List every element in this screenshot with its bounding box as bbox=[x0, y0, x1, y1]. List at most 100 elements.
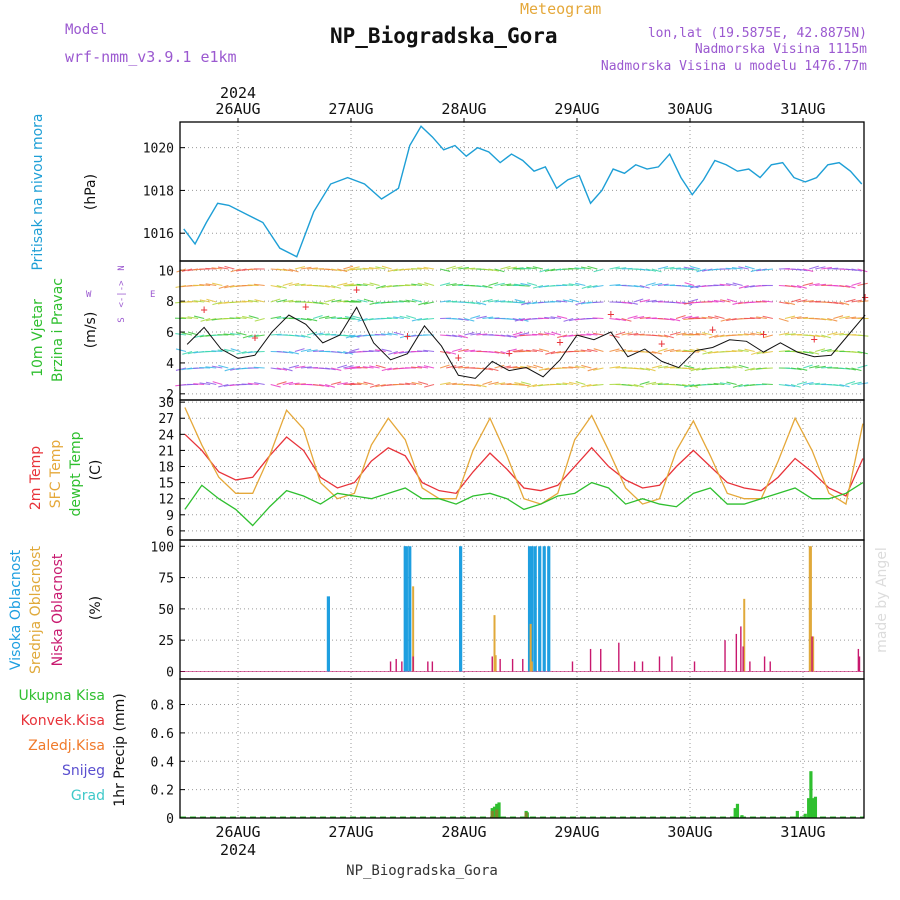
x-tick-label-bottom: 30AUG bbox=[667, 823, 712, 841]
x-tick-label-top: 27AUG bbox=[328, 100, 373, 118]
wind-barb bbox=[627, 332, 639, 336]
wind-barb bbox=[744, 348, 755, 353]
wind-barb bbox=[761, 383, 773, 386]
wind-barb bbox=[506, 348, 517, 353]
wind-barb bbox=[175, 284, 187, 288]
wind-barb bbox=[253, 334, 265, 338]
high-cloud-bar bbox=[547, 546, 551, 672]
wind-barb bbox=[253, 366, 265, 369]
wind-barb bbox=[857, 282, 868, 287]
wind-barb bbox=[726, 317, 737, 322]
wind-barb bbox=[514, 382, 525, 386]
wind-barb bbox=[199, 382, 211, 386]
wind-barb bbox=[574, 267, 586, 270]
wind-barb bbox=[288, 350, 300, 355]
wind-barb bbox=[815, 365, 826, 369]
wind-barb bbox=[380, 333, 392, 336]
high-cloud-bar bbox=[527, 546, 532, 672]
wind-barb bbox=[331, 284, 341, 289]
wind-barb bbox=[205, 283, 217, 287]
wind-barb bbox=[857, 300, 869, 303]
wind-barb bbox=[538, 367, 550, 371]
wind-barb bbox=[476, 284, 488, 288]
x-tick-label-top: 30AUG bbox=[667, 100, 712, 118]
wind-barb bbox=[714, 315, 725, 320]
wind-barb bbox=[288, 268, 299, 273]
wind-barb bbox=[276, 316, 288, 320]
wind-barb bbox=[494, 350, 505, 355]
wind-barb bbox=[803, 300, 814, 303]
wind-barb bbox=[821, 348, 832, 353]
wind-barb bbox=[532, 349, 544, 353]
total-precip-bar bbox=[811, 798, 815, 818]
wind-barb bbox=[707, 300, 719, 303]
wind-compass: N <-|-> S W E bbox=[86, 265, 155, 322]
wind-barb bbox=[575, 301, 586, 306]
wind-barb bbox=[784, 284, 796, 288]
wind-barb bbox=[580, 349, 592, 353]
low-cloud-bar bbox=[735, 633, 738, 672]
wind-barb bbox=[470, 350, 482, 353]
low-cloud-bar bbox=[693, 661, 696, 672]
wind-barb bbox=[526, 282, 538, 287]
wind-barb bbox=[587, 367, 598, 372]
wind-barb bbox=[514, 283, 525, 287]
wind-barb bbox=[470, 301, 481, 305]
wind-barb bbox=[609, 366, 621, 369]
total-precip-bar bbox=[492, 806, 497, 818]
wind-barb bbox=[538, 333, 550, 336]
wind-barb bbox=[417, 267, 429, 270]
wind-barb bbox=[621, 267, 633, 270]
wind-barb bbox=[833, 350, 845, 353]
wind-barb bbox=[695, 317, 707, 320]
wind-barb bbox=[270, 367, 282, 370]
low-cloud-bar bbox=[589, 648, 592, 672]
wind-barb bbox=[404, 284, 416, 287]
wind-barb bbox=[551, 331, 562, 336]
wind-barb bbox=[809, 365, 820, 369]
wind-barb bbox=[651, 350, 663, 355]
wind-barb bbox=[181, 332, 193, 336]
wind-barb bbox=[732, 282, 743, 287]
wind-barb bbox=[695, 367, 707, 371]
wind-barb bbox=[621, 349, 633, 353]
wind-barb bbox=[749, 317, 761, 320]
wind-barb bbox=[796, 316, 808, 320]
wind-barb bbox=[633, 333, 645, 336]
wind-barb bbox=[821, 366, 833, 369]
wind-barb bbox=[423, 365, 435, 369]
wind-barb bbox=[270, 333, 282, 336]
wind-barb bbox=[218, 383, 229, 388]
wind-barb bbox=[362, 267, 374, 270]
wind-barb bbox=[839, 301, 850, 306]
temp-unit: (C) bbox=[88, 460, 104, 481]
wind-barb bbox=[276, 367, 288, 371]
wind-barb bbox=[574, 350, 586, 353]
wind-barb bbox=[306, 349, 318, 353]
wind-barb bbox=[482, 367, 493, 371]
wind-barb bbox=[337, 268, 348, 273]
wind-barb bbox=[514, 317, 525, 322]
wind-barb bbox=[374, 349, 386, 353]
wind-barb bbox=[615, 366, 627, 369]
wind-barb bbox=[633, 367, 645, 370]
x-tick-label-bottom: 28AUG bbox=[441, 823, 486, 841]
wind-barb bbox=[663, 348, 675, 353]
wind-barb bbox=[452, 266, 463, 270]
wind-barb bbox=[482, 298, 493, 303]
y-tick-label: 1020 bbox=[143, 142, 174, 157]
wind-barb bbox=[393, 316, 404, 320]
wind-barb bbox=[405, 334, 417, 338]
wind-barb bbox=[306, 331, 318, 336]
wind-barb bbox=[488, 350, 500, 354]
mid-cloud-bar bbox=[743, 598, 746, 672]
wind-barb bbox=[857, 382, 869, 386]
compass-s: S bbox=[117, 317, 127, 322]
wind-barb bbox=[790, 367, 802, 371]
wind-barb bbox=[176, 268, 187, 273]
wind-barb bbox=[689, 333, 701, 336]
high-cloud-bar bbox=[542, 546, 546, 672]
wind-barb bbox=[519, 267, 531, 270]
temp2m-title: 2m Temp bbox=[28, 446, 44, 510]
wind-barb bbox=[300, 284, 312, 287]
